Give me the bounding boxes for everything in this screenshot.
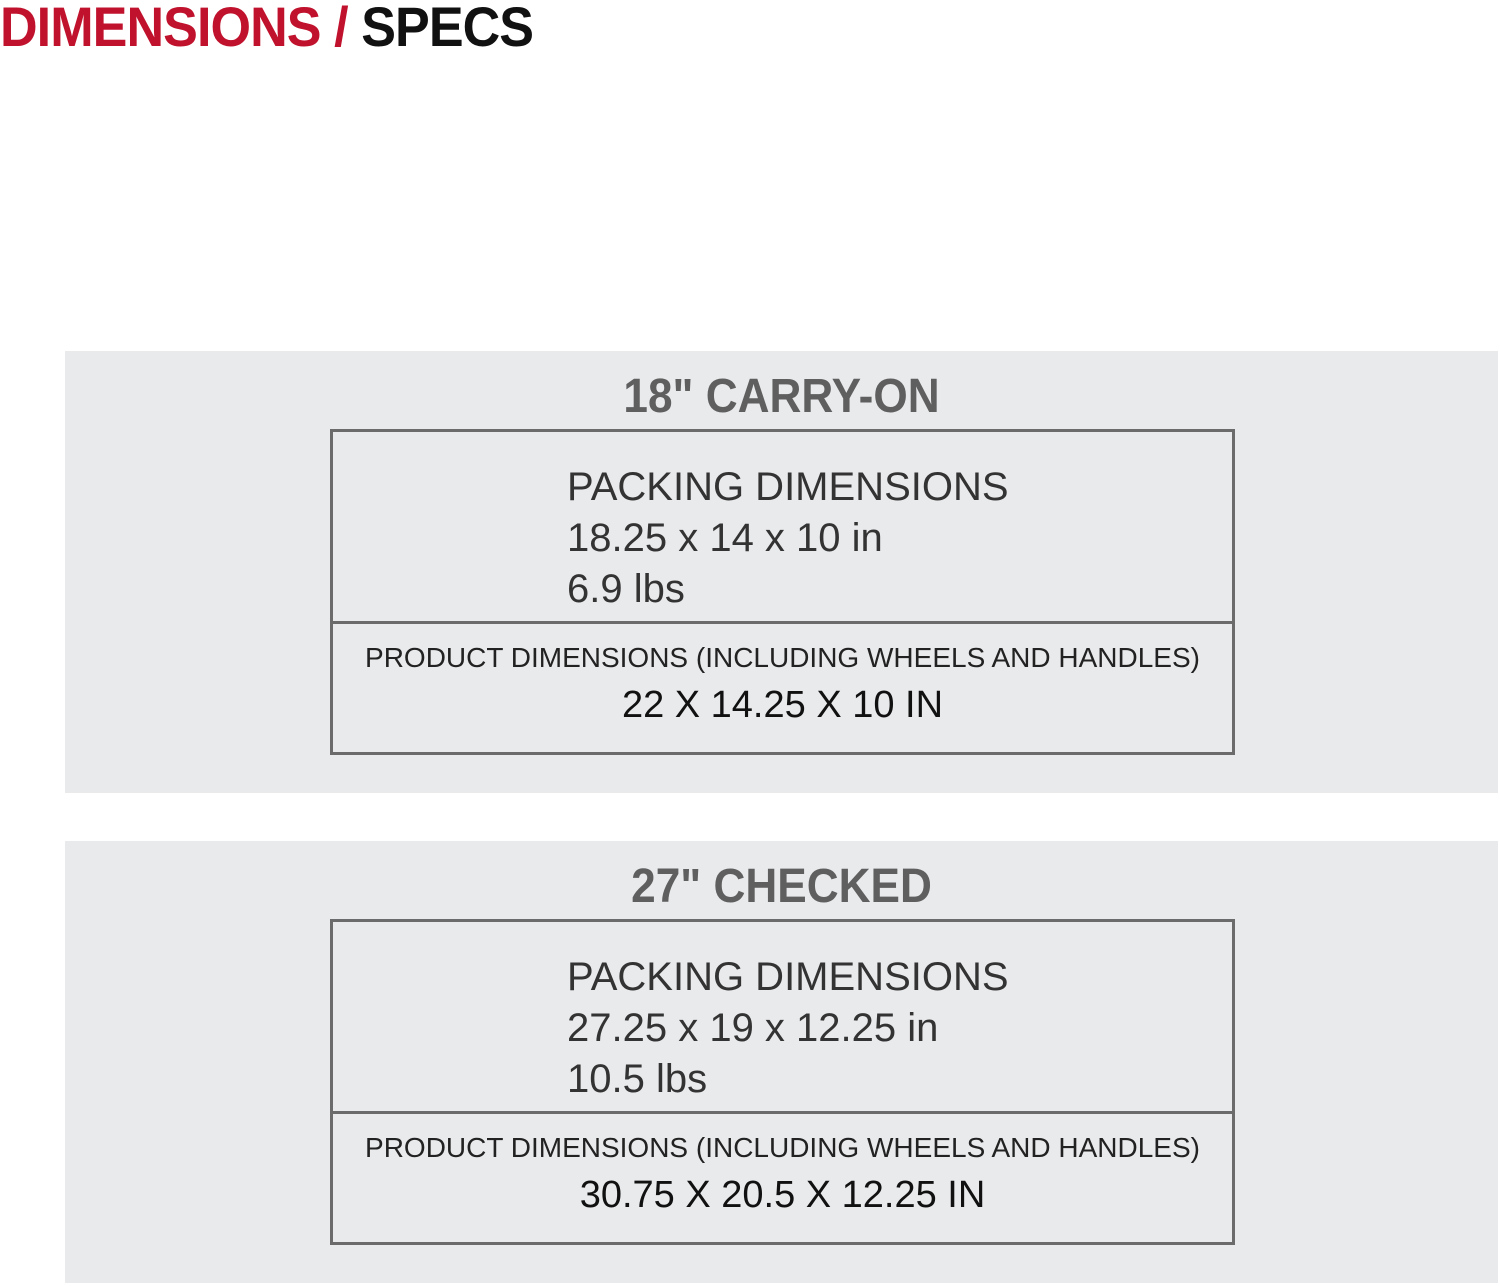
product-dimensions-label: PRODUCT DIMENSIONS (INCLUDING WHEELS AND…	[365, 1132, 1200, 1163]
divider	[333, 1111, 1232, 1114]
product-dimensions-value: 30.75 X 20.5 X 12.25 IN	[579, 1174, 986, 1216]
packing-label: PACKING DIMENSIONS	[567, 955, 1009, 999]
carry-on-panel: 18" CARRY-ON PACKING DIMENSIONS 18.25 x …	[65, 351, 1498, 793]
packing-dimensions: PACKING DIMENSIONS 27.25 x 19 x 12.25 in…	[567, 952, 1009, 1105]
product-title: 18" CARRY-ON	[623, 370, 940, 423]
spec-box: PACKING DIMENSIONS 18.25 x 14 x 10 in 6.…	[330, 429, 1235, 755]
page-title: DIMENSIONS / SPECS	[0, 0, 534, 59]
title-specs: SPECS	[361, 0, 534, 58]
packing-size: 27.25 x 19 x 12.25 in	[567, 1006, 939, 1050]
packing-weight: 6.9 lbs	[567, 567, 685, 611]
packing-size: 18.25 x 14 x 10 in	[567, 516, 883, 560]
packing-dimensions: PACKING DIMENSIONS 18.25 x 14 x 10 in 6.…	[567, 462, 1009, 615]
product-dimensions-value: 22 X 14.25 X 10 IN	[621, 684, 944, 726]
product-title: 27" CHECKED	[631, 860, 932, 913]
divider	[333, 621, 1232, 624]
packing-label: PACKING DIMENSIONS	[567, 465, 1009, 509]
packing-weight: 10.5 lbs	[567, 1057, 708, 1101]
title-dimensions: DIMENSIONS /	[0, 0, 349, 58]
checked-panel: 27" CHECKED PACKING DIMENSIONS 27.25 x 1…	[65, 841, 1498, 1283]
spec-box: PACKING DIMENSIONS 27.25 x 19 x 12.25 in…	[330, 919, 1235, 1245]
product-dimensions-label: PRODUCT DIMENSIONS (INCLUDING WHEELS AND…	[365, 642, 1200, 673]
